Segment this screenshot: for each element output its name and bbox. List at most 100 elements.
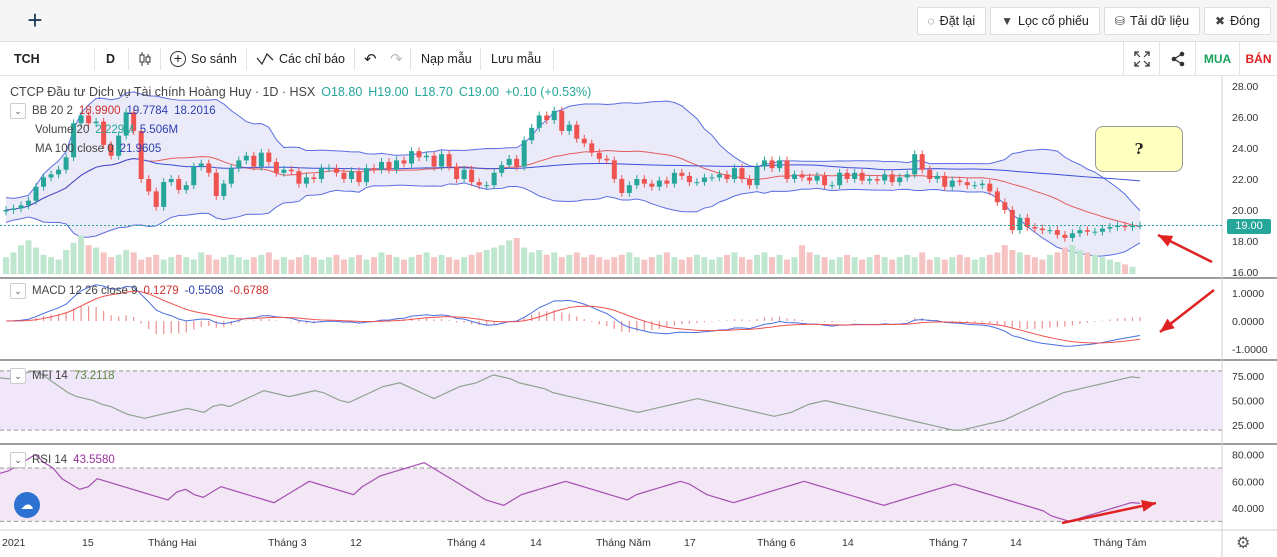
ohlc-close: C19.00 — [458, 84, 500, 99]
candle-body — [1047, 230, 1053, 232]
undo-button[interactable]: ↶ — [364, 42, 377, 76]
macd-legend: ⌄ MACD 12 26 close 9 0.1279 -0.5508 -0.6… — [10, 281, 269, 300]
mfi-band — [0, 370, 1222, 431]
chart-type-button[interactable] — [138, 42, 152, 76]
macd-axis-label: 0.0000 — [1232, 316, 1264, 328]
volume-bar — [573, 252, 580, 274]
candle-body — [581, 138, 587, 144]
close-button[interactable]: ✖ Đóng — [1204, 7, 1271, 35]
candle-body — [56, 169, 62, 175]
time-axis-label: 14 — [1010, 537, 1022, 549]
volume-bar — [190, 259, 197, 274]
candle-body — [303, 177, 309, 184]
settings-gear-icon[interactable]: ⚙ — [1236, 535, 1251, 552]
fullscreen-button[interactable] — [1123, 42, 1159, 76]
candle-body — [1009, 210, 1015, 231]
time-axis-label: 12 — [350, 537, 362, 549]
share-button[interactable] — [1159, 42, 1195, 76]
candle-body — [484, 185, 490, 187]
compare-button[interactable]: + So sánh — [170, 42, 237, 76]
candle-body — [273, 161, 279, 173]
ohlc-change: +0.10 (+0.53%) — [505, 84, 592, 99]
volume-bar — [543, 254, 550, 274]
price-axis-label: 24.00 — [1232, 143, 1258, 155]
collapse-legend-button[interactable]: ⌄ — [10, 102, 26, 119]
compare-label: So sánh — [191, 52, 237, 66]
candle-body — [499, 165, 505, 173]
candle-body — [852, 172, 858, 179]
reset-button[interactable]: ◌ Đặt lại — [916, 7, 987, 35]
ohlc-open: O18.80 — [321, 84, 363, 99]
divider — [410, 48, 411, 70]
signal-line — [5, 290, 1141, 344]
download-data-button[interactable]: ⛁ Tải dữ liệu — [1103, 7, 1201, 35]
volume-bar — [1114, 262, 1121, 274]
volume-bar — [340, 259, 347, 274]
volume-bar — [1009, 250, 1016, 274]
volume-bar — [836, 257, 843, 274]
collapse-mfi-button[interactable]: ⌄ — [10, 367, 26, 384]
volume-bar — [130, 252, 137, 274]
volume-bar — [476, 252, 483, 274]
rsi-value: 43.5580 — [73, 453, 115, 466]
volume-bar — [483, 250, 490, 274]
buy-button[interactable]: MUA — [1195, 42, 1239, 76]
volume-bar — [258, 254, 265, 274]
volume-bar — [769, 257, 776, 274]
save-template-button[interactable]: Lưu mẫu — [491, 52, 542, 66]
volume-bar — [971, 259, 978, 274]
candle-body — [146, 179, 152, 192]
volume-bar — [48, 257, 55, 274]
collapse-rsi-button[interactable]: ⌄ — [10, 451, 26, 468]
candle-body — [754, 166, 760, 186]
candle-body — [348, 171, 354, 179]
volume-bar — [325, 257, 332, 274]
redo-button[interactable]: ↷ — [390, 42, 403, 76]
add-chart-button[interactable]: + — [27, 5, 43, 35]
load-template-button[interactable]: Nạp mẫu — [421, 52, 472, 66]
candle-body — [33, 186, 39, 201]
volume-bar — [108, 257, 115, 274]
volume-bar — [626, 252, 633, 274]
volume-bar — [138, 259, 145, 274]
indicators-button[interactable]: Các chỉ báo — [256, 42, 345, 76]
volume-bar — [881, 257, 888, 274]
candle-body — [138, 130, 144, 179]
candle-body — [424, 155, 430, 158]
candle-body — [131, 112, 137, 131]
volume-bar — [708, 259, 715, 274]
candle-body — [439, 154, 445, 167]
filter-icon: ▼ — [1001, 14, 1013, 28]
add-circle-icon: + — [170, 51, 186, 67]
divider — [160, 48, 161, 70]
note-annotation[interactable]: ? — [1095, 126, 1183, 172]
candle-body — [183, 185, 189, 190]
annotation-arrow — [1061, 500, 1157, 525]
bb-label: BB 20 2 — [32, 104, 73, 117]
symbol-search[interactable]: TCH — [14, 52, 40, 66]
volume-bar — [618, 254, 625, 274]
volume-bar — [964, 257, 971, 274]
collapse-macd-button[interactable]: ⌄ — [10, 282, 26, 299]
volume-bar — [393, 257, 400, 274]
volume-bar — [941, 259, 948, 274]
interval-select[interactable]: D — [106, 52, 116, 66]
candle-body — [318, 168, 324, 179]
candle-body — [566, 124, 572, 131]
macd-axis-label: 1.0000 — [1232, 288, 1264, 300]
volume-bar — [378, 252, 385, 274]
chart-logo-icon[interactable]: ☁ — [14, 492, 40, 518]
candle-body — [912, 154, 918, 175]
candle-body — [371, 168, 377, 170]
sell-button[interactable]: BÁN — [1239, 42, 1277, 76]
candle-body — [604, 158, 610, 161]
volume-bar — [986, 254, 993, 274]
volume-bar — [1024, 254, 1031, 274]
candle-body — [867, 179, 873, 181]
filter-stocks-button[interactable]: ▼ Lọc cổ phiếu — [990, 7, 1100, 35]
price-chart[interactable]: 16.00 18.00 20.00 22.00 24.00 26.00 28.00 -1.00… — [0, 76, 1277, 557]
candle-body — [882, 174, 888, 181]
filter-stocks-label: Lọc cổ phiếu — [1018, 14, 1089, 28]
volume-bar — [648, 257, 655, 274]
time-axis-label: 15 — [82, 537, 94, 549]
